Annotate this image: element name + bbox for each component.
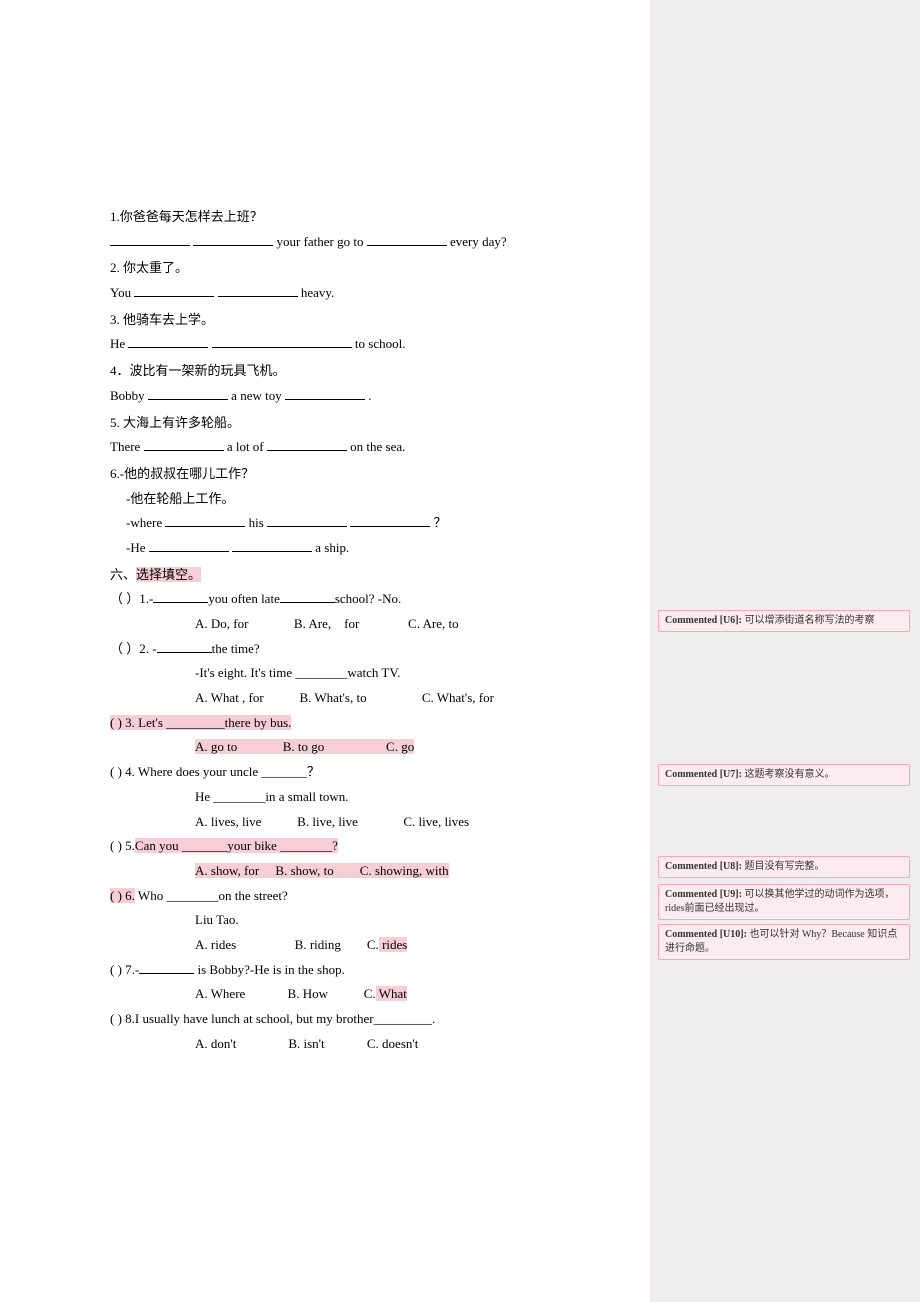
- translation-q6: 6.-他的叔叔在哪儿工作？ -他在轮船上工作。 -where his ？ -He…: [110, 462, 590, 561]
- blank[interactable]: [149, 539, 229, 552]
- comment-label: Commented [U8]:: [665, 861, 742, 872]
- blank[interactable]: [280, 590, 335, 603]
- blank[interactable]: [232, 539, 312, 552]
- mc-q4-options[interactable]: A. lives, live B. live, live C. live, li…: [195, 810, 590, 835]
- translation-q3: 3. 他骑车去上学。 He to school.: [110, 308, 590, 357]
- comment-label: Commented [U9]:: [665, 889, 742, 900]
- q1-chinese: 1.你爸爸每天怎样去上班？: [110, 205, 590, 230]
- blank[interactable]: [193, 233, 273, 246]
- comment-text: 这题考察没有意义。: [744, 769, 834, 780]
- mc-q7: ( ) 7.- is Bobby?-He is in the shop. A. …: [110, 958, 590, 1007]
- q5-chinese: 5. 大海上有许多轮船。: [110, 411, 590, 436]
- blank[interactable]: [134, 284, 214, 297]
- translation-q1: 1.你爸爸每天怎样去上班？ your father go to every da…: [110, 205, 590, 254]
- document-area: 1.你爸爸每天怎样去上班？ your father go to every da…: [0, 0, 650, 1302]
- q6-chinese1: 6.-他的叔叔在哪儿工作？: [110, 462, 590, 487]
- mc-q2: （ ）2. -the time? -It's eight. It's time …: [110, 637, 590, 711]
- translation-q5: 5. 大海上有许多轮船。 There a lot of on the sea.: [110, 411, 590, 460]
- section-6-header: 六、选择填空。: [110, 563, 590, 588]
- mc-q3-options[interactable]: A. go to B. to go C. go: [195, 735, 590, 760]
- comment-label: Commented [U7]:: [665, 769, 742, 780]
- mc-q3: ( ) 3. Let's _________there by bus. A. g…: [110, 711, 590, 760]
- mc-q8-options[interactable]: A. don't B. isn't C. doesn't: [195, 1032, 590, 1057]
- q3-english: He to school.: [110, 332, 590, 357]
- mc-q7-options[interactable]: A. Where B. How C. What: [195, 982, 590, 1007]
- blank[interactable]: [157, 640, 212, 653]
- mc-q5-options[interactable]: A. show, for B. show, to C. showing, wit…: [195, 859, 590, 884]
- mc-q2-options[interactable]: A. What , for B. What's, to C. What's, f…: [195, 686, 590, 711]
- mc-q8: ( ) 8.I usually have lunch at school, bu…: [110, 1007, 590, 1056]
- q2-english: You heavy.: [110, 281, 590, 306]
- mc-q4-sub: He ________in a small town.: [195, 785, 590, 810]
- q2-chinese: 2. 你太重了。: [110, 256, 590, 281]
- q4-chinese: 4．波比有一架新的玩具飞机。: [110, 359, 590, 384]
- blank[interactable]: [350, 514, 430, 527]
- translation-q2: 2. 你太重了。 You heavy.: [110, 256, 590, 305]
- comment-u10[interactable]: Commented [U10]: 也可以针对 Why？Because 知识点进行…: [658, 924, 910, 960]
- mc-q6-sub: Liu Tao.: [195, 908, 590, 933]
- blank[interactable]: [148, 387, 228, 400]
- q5-english: There a lot of on the sea.: [110, 435, 590, 460]
- blank[interactable]: [144, 438, 224, 451]
- comment-u9[interactable]: Commented [U9]: 可以换其他学过的动词作为选项，rides前面已经…: [658, 884, 910, 920]
- q1-english: your father go to every day?: [110, 230, 590, 255]
- mc-q5: ( ) 5.Can you _______your bike ________?…: [110, 834, 590, 883]
- blank[interactable]: [165, 514, 245, 527]
- q6-english1: -where his ？: [126, 511, 590, 536]
- q6-chinese2: -他在轮船上工作。: [126, 487, 590, 512]
- mc-q1: （ ）1.-you often lateschool? -No. A. Do, …: [110, 587, 590, 636]
- comment-label: Commented [U6]:: [665, 615, 742, 626]
- mc-q1-options[interactable]: A. Do, for B. Are, for C. Are, to: [195, 612, 590, 637]
- mc-q6: ( ) 6. Who ________on the street? Liu Ta…: [110, 884, 590, 958]
- comment-u6[interactable]: Commented [U6]: 可以增添街道名称写法的考察: [658, 610, 910, 632]
- blank[interactable]: [212, 335, 352, 348]
- blank[interactable]: [139, 961, 194, 974]
- blank[interactable]: [267, 438, 347, 451]
- blank[interactable]: [285, 387, 365, 400]
- comment-text: 可以增添街道名称写法的考察: [744, 615, 874, 626]
- q3-chinese: 3. 他骑车去上学。: [110, 308, 590, 333]
- blank[interactable]: [153, 590, 208, 603]
- page-container: 1.你爸爸每天怎样去上班？ your father go to every da…: [0, 0, 920, 1302]
- mc-q2-sub: -It's eight. It's time ________watch TV.: [195, 661, 590, 686]
- translation-q4: 4．波比有一架新的玩具飞机。 Bobby a new toy .: [110, 359, 590, 408]
- blank[interactable]: [367, 233, 447, 246]
- blank[interactable]: [267, 514, 347, 527]
- q6-english2: -He a ship.: [126, 536, 590, 561]
- section-6-title: 选择填空。: [136, 567, 201, 582]
- blank[interactable]: [218, 284, 298, 297]
- comment-text: 题目没有写完整。: [744, 861, 824, 872]
- comment-u7[interactable]: Commented [U7]: 这题考察没有意义。: [658, 764, 910, 786]
- mc-q4: ( ) 4. Where does your uncle _______？ He…: [110, 760, 590, 834]
- blank[interactable]: [128, 335, 208, 348]
- blank[interactable]: [110, 233, 190, 246]
- mc-q6-options[interactable]: A. rides B. riding C. rides: [195, 933, 590, 958]
- comment-label: Commented [U10]:: [665, 929, 747, 940]
- comment-u8[interactable]: Commented [U8]: 题目没有写完整。: [658, 856, 910, 878]
- q4-english: Bobby a new toy .: [110, 384, 590, 409]
- comment-panel: Commented [U6]: 可以增添街道名称写法的考察 Commented …: [650, 0, 920, 1302]
